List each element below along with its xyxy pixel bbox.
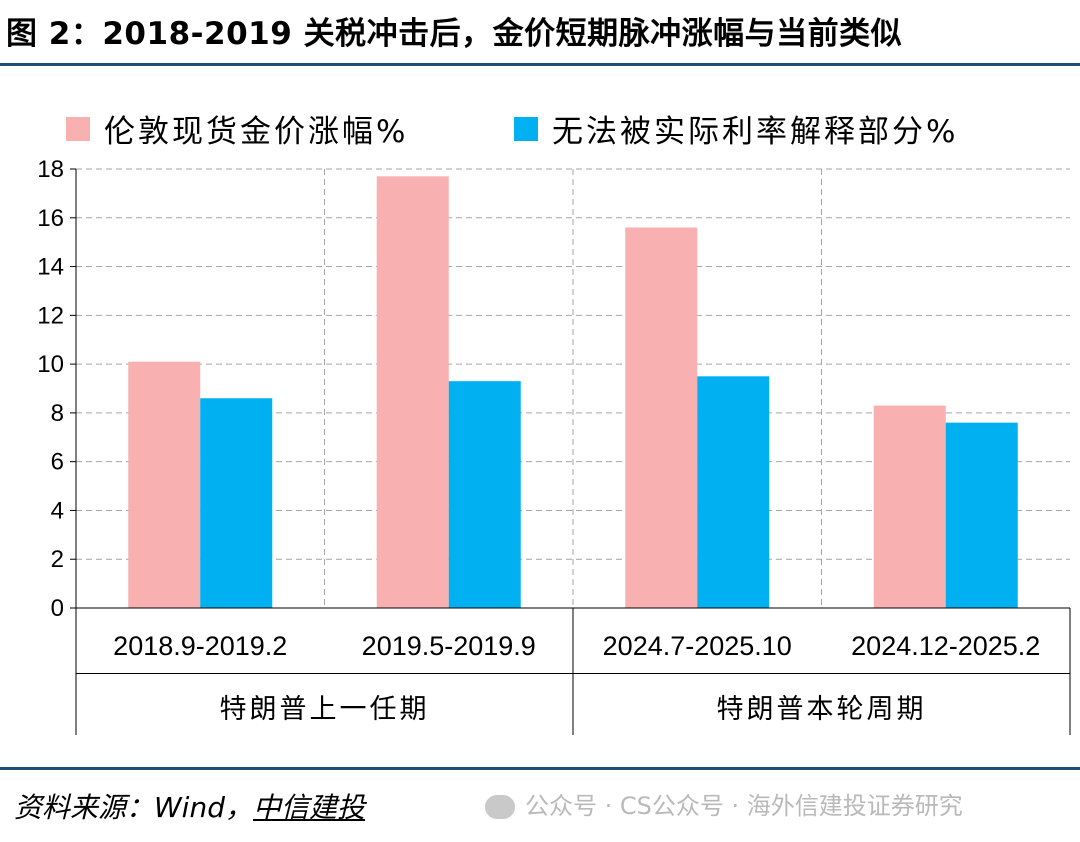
source-note: 资料来源：Wind，中信建投 [14,786,365,826]
bar-residual-3 [945,422,1018,608]
source-prefix: 资料来源：Wind， [14,791,253,824]
watermark: 公众号 · CS公众号 · 海外信建投证券研究 [485,786,963,821]
category-label: 2024.12-2025.2 [851,631,1040,661]
wechat-icon [485,795,515,819]
bars [128,176,1018,609]
y-tick-label: 10 [37,351,64,378]
y-tick-label: 2 [51,546,64,573]
group-label: 特朗普本轮周期 [717,694,927,725]
y-tick-label: 8 [51,400,64,427]
legend-swatch-gold [66,116,90,141]
bar-chart: 0 2 4 6 8 10 12 14 16 18 2018.9-2019.2 2019.5-2019.… [37,156,1071,735]
axes: 0 2 4 6 8 10 12 14 16 18 2018.9-2019.2 2019.5-2019.… [37,156,1071,735]
y-tick-label: 14 [37,254,64,281]
y-tick-label: 12 [37,302,64,329]
footer-rule [0,767,1080,770]
y-tick-label: 6 [51,449,64,476]
figure-title: 图 2：2018-2019 关税冲击后，金价短期脉冲涨幅与当前类似 [6,16,903,52]
category-label: 2019.5-2019.9 [362,631,536,661]
bar-gold-0 [128,361,201,608]
bar-gold-2 [625,227,698,608]
y-tick-label: 16 [37,205,64,232]
legend-swatch-residual [514,116,538,141]
y-tick-label: 18 [37,156,64,183]
category-label: 2018.9-2019.2 [113,631,287,661]
bar-residual-1 [448,381,521,608]
legend-item-gold: 伦敦现货金价涨幅% [66,106,408,151]
category-label: 2024.7-2025.10 [603,631,792,661]
title-rule [0,63,1080,66]
legend-label-gold: 伦敦现货金价涨幅% [104,114,409,150]
bar-residual-0 [200,398,273,608]
y-tick-label: 4 [51,497,64,524]
y-tick-label: 0 [51,595,64,622]
bar-gold-3 [873,405,946,608]
watermark-text: 公众号 · CS公众号 · 海外信建投证券研究 [525,792,963,820]
group-label: 特朗普上一任期 [220,694,430,725]
source-org: 中信建投 [253,791,366,824]
legend: 伦敦现货金价涨幅% 无法被实际利率解释部分% [0,106,1080,150]
legend-label-residual: 无法被实际利率解释部分% [552,114,959,150]
legend-item-residual: 无法被实际利率解释部分% [514,106,958,151]
bar-residual-2 [697,376,770,608]
bar-gold-1 [376,176,449,609]
